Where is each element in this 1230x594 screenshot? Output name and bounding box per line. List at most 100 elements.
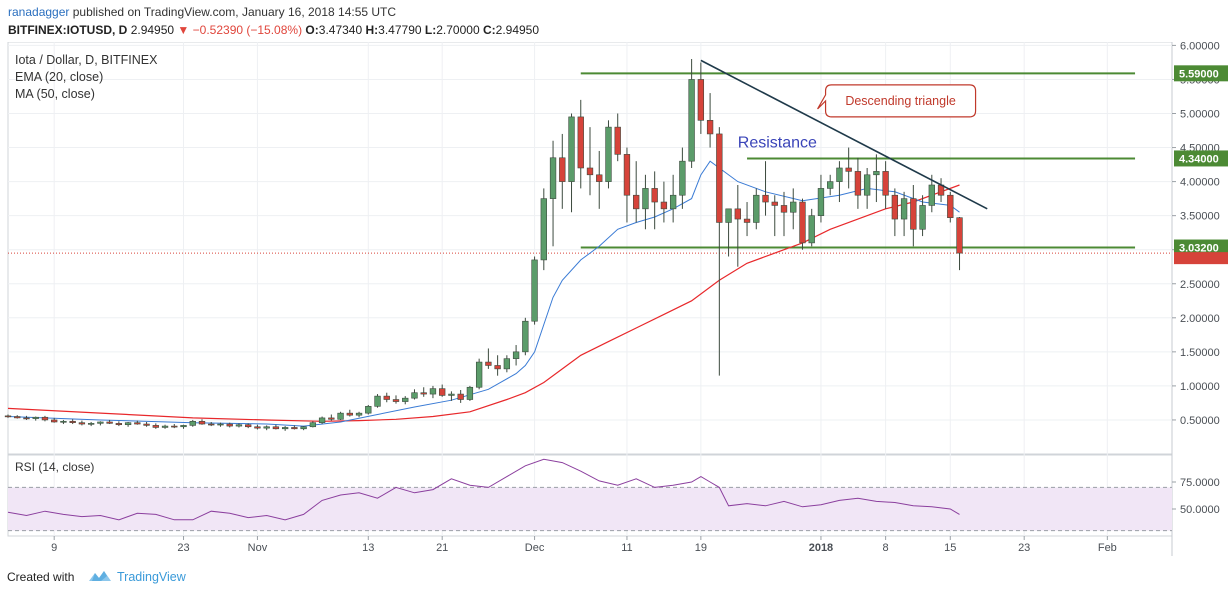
published-text: published on TradingView.com, January 16… — [72, 5, 397, 19]
down-arrow-icon: ▼ — [177, 23, 190, 37]
candle-down — [198, 421, 206, 425]
tradingview-logo-icon — [89, 571, 111, 581]
candle-up — [97, 421, 104, 424]
candle-down — [254, 426, 261, 429]
ema20-line — [7, 160, 960, 427]
candle-up — [235, 424, 243, 427]
price-tick-label: 0.50000 — [1180, 415, 1220, 427]
candle-up — [124, 422, 132, 426]
price-tick-label: 1.00000 — [1180, 381, 1220, 393]
candle-down — [4, 415, 12, 418]
candle-down — [854, 171, 862, 196]
tradingview-brand[interactable]: TradingView — [117, 570, 186, 584]
candle-up — [512, 351, 520, 359]
candle-down — [245, 424, 252, 428]
candle-down — [439, 388, 446, 396]
rsi-tick-label: 75.0000 — [1180, 477, 1220, 489]
candle-down — [845, 167, 852, 172]
candle-up — [531, 259, 538, 322]
candle-down — [383, 395, 390, 400]
time-tick-label: 21 — [436, 542, 448, 554]
author-link[interactable]: ranadagger — [8, 5, 70, 19]
candle-down — [947, 194, 954, 218]
candle-down — [762, 194, 769, 203]
candle-down — [291, 427, 298, 430]
chart-canvas[interactable]: 6.000005.500005.000004.500004.000003.500… — [0, 40, 1230, 557]
last-price-tag — [1174, 252, 1228, 265]
close-label: C: — [482, 23, 496, 37]
level-price-tag — [1174, 65, 1228, 82]
candle-up — [411, 392, 418, 399]
high-label: H: — [365, 23, 379, 37]
candle-down — [171, 425, 178, 428]
last-price: 2.94950 — [130, 23, 175, 37]
candle-down — [23, 417, 30, 420]
price-tick-label: 3.50000 — [1180, 211, 1220, 223]
candle-up — [318, 417, 326, 423]
rsi-band — [8, 487, 1172, 531]
price-tick-label: 6.00000 — [1180, 42, 1220, 52]
candle-up — [836, 167, 843, 182]
candle-up — [309, 422, 317, 428]
time-tick-label: 8 — [883, 542, 889, 554]
open-value: 3.47340 — [318, 23, 363, 37]
candle-down — [457, 393, 464, 400]
candle-down — [651, 188, 658, 203]
candle-down — [780, 205, 788, 213]
time-tick-label: 23 — [177, 542, 189, 554]
level-price-label: 3.03200 — [1179, 243, 1219, 255]
candle-up — [873, 171, 880, 176]
time-tick-label: 9 — [51, 542, 57, 554]
candle-up — [808, 215, 815, 244]
time-tick-label: 19 — [695, 542, 707, 554]
candle-up — [448, 393, 455, 396]
symbol-line: BITFINEX:IOTUSD, D 2.94950 ▼ −0.52390 (−… — [8, 23, 539, 37]
candle-down — [716, 133, 723, 223]
low-label: L: — [424, 23, 437, 37]
candle-up — [605, 126, 612, 182]
candle-down — [392, 399, 400, 402]
price-tick-label: 2.50000 — [1180, 279, 1220, 291]
high-value: 3.47790 — [378, 23, 422, 37]
candle-up — [522, 320, 529, 353]
candle-down — [226, 423, 233, 427]
candle-up — [725, 208, 732, 223]
created-with-text: Created with — [7, 570, 75, 584]
candle-down — [346, 412, 353, 416]
candle-up — [180, 425, 187, 428]
candle-down — [559, 157, 566, 182]
low-value: 2.70000 — [436, 23, 480, 37]
candle-up — [863, 174, 871, 196]
legend-ma: MA (50, close) — [15, 87, 95, 101]
candle-down — [660, 201, 668, 210]
candle-up — [281, 427, 289, 430]
chart-area[interactable]: 6.000005.500005.000004.500004.000003.500… — [0, 40, 1230, 557]
pattern-annotation: Descending triangle — [845, 94, 956, 108]
candle-up — [753, 194, 760, 223]
time-tick-label: Dec — [525, 542, 545, 554]
candle-down — [799, 201, 806, 244]
candle-up — [568, 116, 575, 182]
candle-down — [208, 423, 215, 426]
candle-down — [115, 423, 123, 426]
candle-up — [540, 198, 547, 261]
candle-up — [217, 423, 224, 426]
chart-header: ranadagger published on TradingView.com,… — [0, 0, 1230, 42]
candle-down — [420, 392, 427, 395]
candle-up — [790, 201, 797, 213]
candle-down — [633, 194, 640, 210]
level-price-label: 5.59000 — [1179, 68, 1219, 80]
candle-up — [827, 181, 834, 189]
price-tick-label: 1.50000 — [1180, 347, 1220, 359]
candle-down — [143, 423, 150, 426]
candle-up — [503, 358, 511, 370]
symbol: BITFINEX:IOTUSD, D — [8, 23, 128, 37]
candle-down — [697, 79, 705, 121]
candle-down — [78, 422, 86, 425]
candle-up — [161, 425, 169, 428]
rsi-legend: RSI (14, close) — [15, 460, 94, 474]
price-tick-label: 2.00000 — [1180, 313, 1220, 325]
candle-down — [596, 174, 603, 182]
candle-up — [189, 421, 196, 426]
candle-down — [882, 171, 889, 196]
